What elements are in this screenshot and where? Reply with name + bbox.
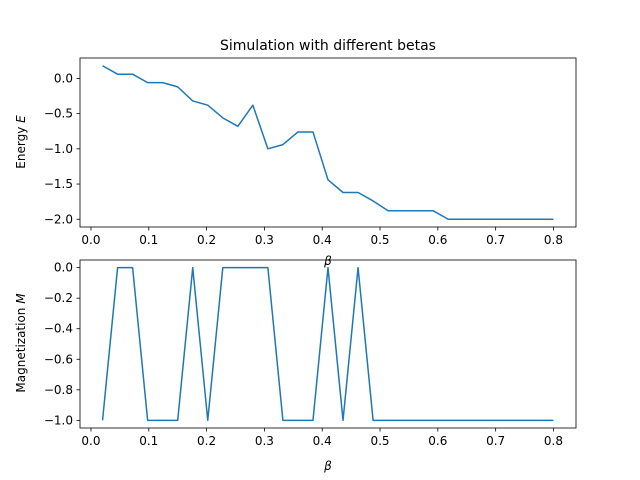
energy-y-tick-label: −1.0 [44,142,73,156]
magnetization-x-tick-label: 0.8 [544,434,563,448]
magnetization-x-tick-label: 0.5 [370,434,389,448]
magnetization-x-tick-label: 0.2 [197,434,216,448]
magnetization-y-tick-label: −0.4 [44,322,73,336]
energy-x-tick-label: 0.3 [255,233,274,247]
energy-y-axis-label: Energy E [14,115,28,169]
energy-series-line [102,65,554,220]
energy-subplot: Simulation with different betas Energy E… [14,38,577,268]
chart-title: Simulation with different betas [220,38,436,54]
magnetization-x-tick-label: 0.3 [255,434,274,448]
magnetization-y-tick-label: −0.2 [44,291,73,305]
magnetization-series-line [101,266,554,422]
magnetization-x-axis-label: β [323,459,332,473]
energy-x-tick-label: 0.6 [428,233,447,247]
energy-y-tick-label: −1.5 [44,177,73,191]
energy-axes-frame [79,57,577,228]
energy-x-tick-label: 0.7 [486,233,505,247]
energy-x-axis-label: β [323,254,332,268]
magnetization-x-tick-label: 0.1 [139,434,158,448]
energy-x-tick-label: 0.5 [370,233,389,247]
energy-x-tick-label: 0.4 [313,233,332,247]
energy-y-tick-label: −2.0 [44,212,73,226]
magnetization-y-tick-label: −0.6 [44,352,73,366]
energy-x-tick-label: 0.8 [544,233,563,247]
magnetization-x-tick-label: 0.7 [486,434,505,448]
magnetization-x-tick-label: 0.4 [313,434,332,448]
energy-x-tick-label: 0.2 [197,233,216,247]
magnetization-y-tick-label: −1.0 [44,413,73,427]
magnetization-axes-frame [79,259,577,429]
magnetization-y-tick-label: −0.8 [44,383,73,397]
energy-x-tick-label: 0.0 [81,233,100,247]
energy-x-tick-label: 0.1 [139,233,158,247]
magnetization-y-tick-label: 0.0 [54,261,73,275]
magnetization-x-tick-label: 0.0 [81,434,100,448]
energy-y-tick-label: −0.5 [44,107,73,121]
magnetization-subplot: Magnetization M β 0.0 0.1 0.2 0.3 0.4 0.5 0.6 0… [14,259,577,473]
magnetization-y-axis-label: Magnetization M [14,293,28,393]
magnetization-x-tick-label: 0.6 [428,434,447,448]
energy-y-tick-label: 0.0 [54,71,73,85]
